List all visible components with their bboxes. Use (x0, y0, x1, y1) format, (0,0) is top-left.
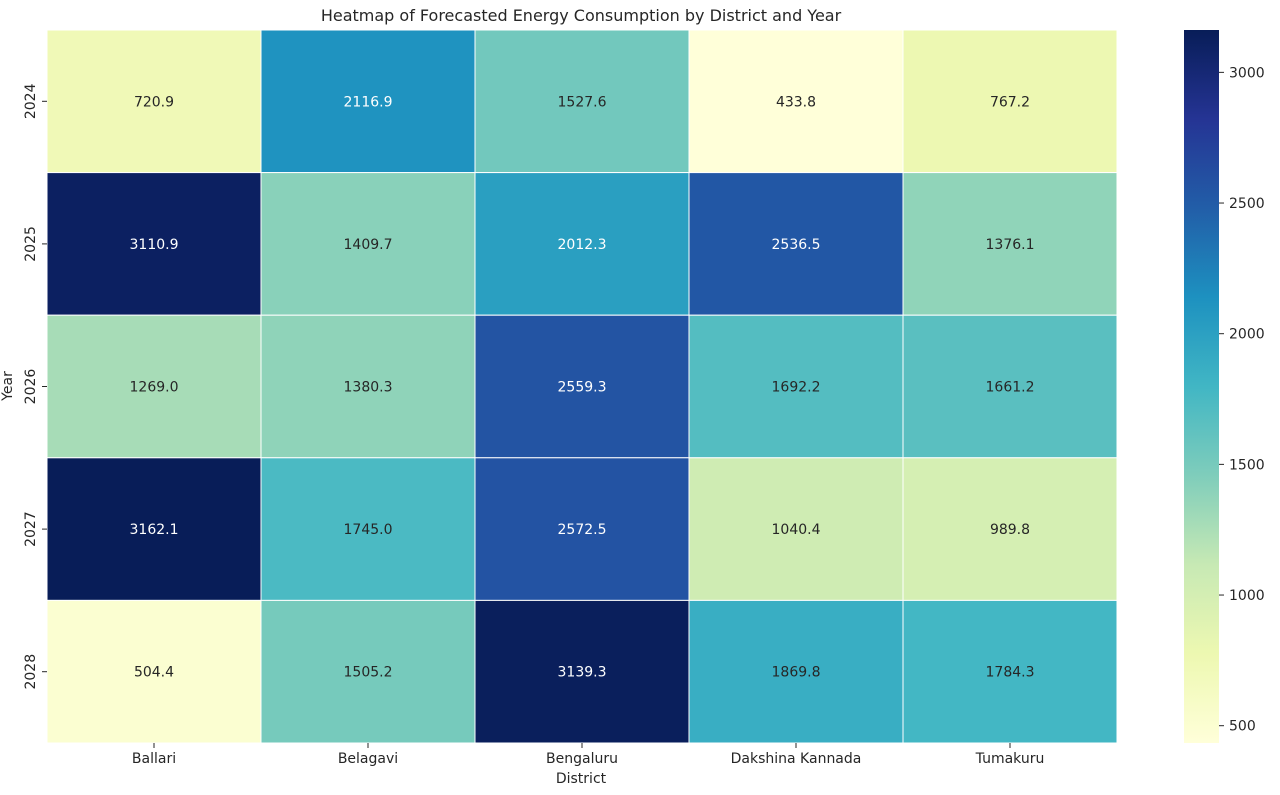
heatmap-cell-value: 2536.5 (772, 237, 821, 253)
heatmap-cell-value: 1745.0 (344, 522, 393, 538)
heatmap-cell-2028-belagavi (260, 599, 476, 744)
heatmap-cell-2026-bengaluru (474, 314, 690, 459)
heatmap-cell-value: 1376.1 (986, 237, 1035, 253)
x-tick-label: Dakshina Kannada (731, 751, 862, 767)
x-axis-label: District (556, 771, 607, 787)
heatmap-cell-2025-tumakuru (902, 172, 1118, 316)
y-axis-ticks: 2024 2025 2026 2027 2028 (23, 83, 47, 690)
heatmap-cell-value: 1269.0 (130, 380, 179, 396)
heatmap-cell-value: 2572.5 (558, 522, 607, 538)
x-tick-label: Tumakuru (975, 751, 1045, 767)
heatmap-cell-2025-belagavi (260, 172, 476, 316)
colorbar-tick-label: 500 (1229, 719, 1256, 735)
heatmap-cell-2027-tumakuru (902, 457, 1118, 601)
colorbar-gradient (1184, 30, 1219, 743)
heatmap-cell-value: 1692.2 (772, 380, 821, 396)
y-tick-label: 2024 (23, 83, 39, 119)
heatmap-cell-2024-bengaluru (474, 29, 690, 174)
heatmap-cell-2027-belagavi (260, 457, 476, 601)
x-tick-label: Bengaluru (546, 751, 618, 767)
heatmap-cell-2025-bengaluru (474, 172, 690, 316)
y-axis-label: Year (0, 371, 16, 402)
heatmap-cell-2028-tumakuru (902, 599, 1118, 744)
heatmap-cell-2026-belagavi (260, 314, 476, 459)
y-tick-label: 2027 (23, 511, 39, 547)
x-axis-ticks: Ballari Belagavi Bengaluru Dakshina Kannada… (132, 743, 1044, 767)
heatmap-cell-value: 2116.9 (344, 94, 393, 110)
heatmap-cell-2024-dakshina-kannada (688, 29, 904, 174)
heatmap-cell-value: 504.4 (134, 665, 174, 681)
y-tick-label: 2025 (23, 226, 39, 262)
heatmap-cell-value: 1040.4 (772, 522, 821, 538)
x-tick-label: Ballari (132, 751, 176, 767)
colorbar-tick-label: 2000 (1229, 327, 1265, 343)
heatmap-cell-value: 1409.7 (344, 237, 393, 253)
colorbar-tick-label: 1500 (1229, 457, 1265, 473)
heatmap-cell-value: 1869.8 (772, 665, 821, 681)
heatmap-cell-value: 1505.2 (344, 665, 393, 681)
heatmap-cell-value: 3110.9 (130, 237, 179, 253)
heatmap-cell-value: 1784.3 (986, 665, 1035, 681)
heatmap-cell-value: 433.8 (776, 94, 816, 110)
colorbar-tick-label: 3000 (1229, 65, 1265, 81)
colorbar-tick-label: 1000 (1229, 588, 1265, 604)
heatmap-cell-value: 3162.1 (130, 522, 179, 538)
heatmap-cell-2025-ballari (46, 172, 262, 316)
heatmap-cell-2028-bengaluru (474, 599, 690, 744)
heatmap-cell-2024-belagavi (260, 29, 476, 174)
heatmap-cell-2024-ballari (46, 29, 262, 174)
colorbar-ticks: 500 1000 1500 2000 2500 3000 (1219, 65, 1265, 735)
heatmap-cell-value: 3139.3 (558, 665, 607, 681)
colorbar-tick-label: 2500 (1229, 196, 1265, 212)
y-tick-label: 2028 (23, 654, 39, 690)
heatmap-cell-2027-bengaluru (474, 457, 690, 601)
heatmap-cells: 720.9 2116.9 1527.6 433.8 767.2 3110.9 1409.7 2… (46, 29, 1118, 744)
heatmap-cell-value: 720.9 (134, 94, 174, 110)
chart-title: Heatmap of Forecasted Energy Consumption… (321, 6, 842, 25)
heatmap-cell-2024-tumakuru (902, 29, 1118, 174)
heatmap-cell-value: 1661.2 (986, 380, 1035, 396)
heatmap-cell-value: 767.2 (990, 94, 1030, 110)
heatmap-cell-value: 1380.3 (344, 380, 393, 396)
heatmap-cell-value: 2559.3 (558, 380, 607, 396)
colorbar: 500 1000 1500 2000 2500 3000 (1184, 30, 1265, 743)
y-tick-label: 2026 (23, 369, 39, 405)
heatmap-cell-2028-ballari (46, 599, 262, 744)
heatmap-cell-2026-dakshina-kannada (688, 314, 904, 459)
heatmap-cell-value: 2012.3 (558, 237, 607, 253)
heatmap-cell-2026-tumakuru (902, 314, 1118, 459)
x-tick-label: Belagavi (338, 751, 398, 767)
heatmap-cell-2027-dakshina-kannada (688, 457, 904, 601)
heatmap-cell-value: 989.8 (990, 522, 1030, 538)
heatmap-cell-value: 1527.6 (558, 94, 607, 110)
